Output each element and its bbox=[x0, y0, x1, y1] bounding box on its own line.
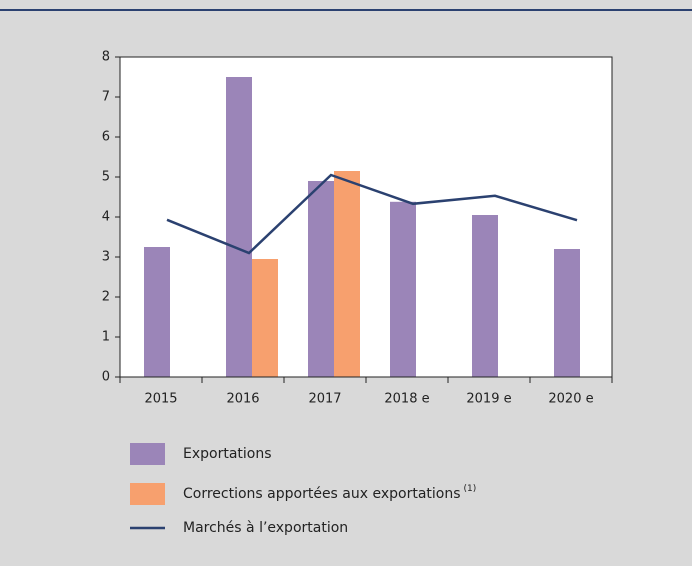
x-tick-label: 2015 bbox=[144, 392, 177, 407]
y-tick-label: 0 bbox=[102, 370, 110, 385]
bar bbox=[390, 201, 416, 377]
legend-label: Marchés à l’exportation bbox=[183, 520, 348, 536]
bar bbox=[554, 249, 580, 377]
bar bbox=[252, 259, 278, 377]
x-tick-label: 2016 bbox=[226, 392, 259, 407]
bar bbox=[472, 215, 498, 377]
x-tick-label: 2018 e bbox=[384, 392, 429, 407]
legend-label: Corrections apportées aux exportations (1… bbox=[183, 484, 476, 503]
y-tick-label: 1 bbox=[102, 330, 110, 345]
y-tick-label: 5 bbox=[102, 170, 110, 185]
footnote-marker: (1) bbox=[464, 484, 477, 494]
y-tick-label: 4 bbox=[102, 210, 110, 225]
y-tick-label: 3 bbox=[102, 250, 110, 265]
x-tick-label: 2020 e bbox=[548, 392, 593, 407]
y-tick-label: 7 bbox=[102, 90, 110, 105]
bar bbox=[308, 181, 334, 377]
plot-frame bbox=[119, 56, 613, 378]
line-series bbox=[166, 173, 578, 255]
x-tick-label: 2017 bbox=[308, 392, 341, 407]
x-tick-label: 2019 e bbox=[466, 392, 511, 407]
plot-area bbox=[120, 57, 612, 377]
legend-label: Exportations bbox=[183, 446, 272, 462]
y-tick-label: 6 bbox=[102, 130, 110, 145]
legend-swatch bbox=[130, 483, 165, 505]
legend-text: Marchés à l’exportation bbox=[183, 520, 348, 536]
bar bbox=[334, 171, 360, 377]
bar bbox=[144, 247, 170, 377]
legend-text: Exportations bbox=[183, 446, 272, 462]
bar bbox=[226, 77, 252, 377]
y-tick-label: 8 bbox=[102, 50, 110, 65]
y-tick-label: 2 bbox=[102, 290, 110, 305]
legend-swatch bbox=[130, 443, 165, 465]
legend-text: Corrections apportées aux exportations bbox=[183, 486, 461, 502]
